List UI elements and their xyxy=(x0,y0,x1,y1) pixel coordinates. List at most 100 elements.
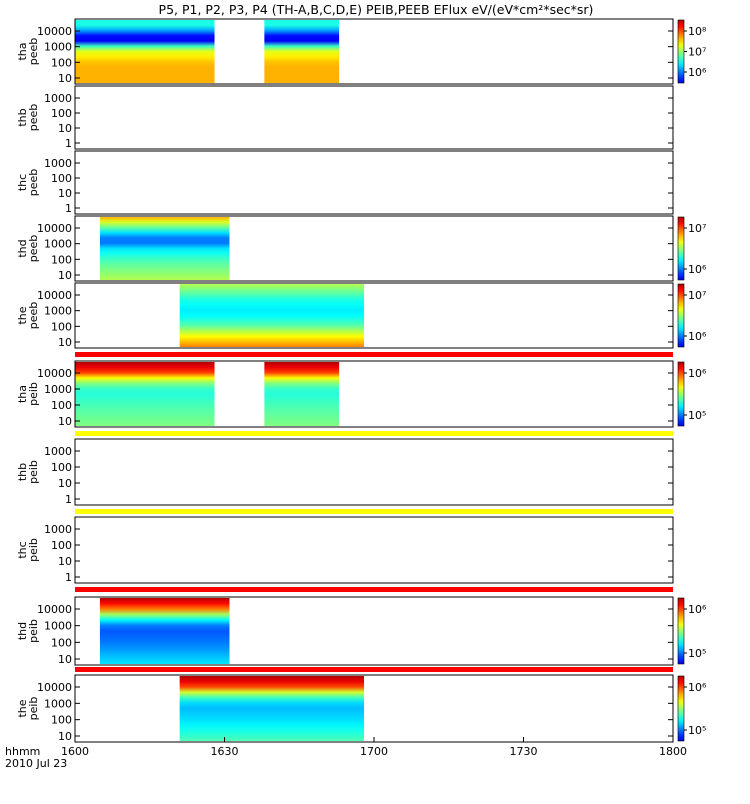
panel-frame xyxy=(74,215,674,282)
x-tick-label: 1800 xyxy=(659,745,687,758)
colorbar xyxy=(677,19,685,84)
panel-probe-label: thc xyxy=(16,174,29,191)
flag-bar xyxy=(75,587,673,592)
colorbar-tick-label: 10⁶ xyxy=(688,66,707,79)
y-tick-label: 10 xyxy=(58,653,72,666)
y-tick-label: 10 xyxy=(58,415,72,428)
flag-bar xyxy=(75,509,673,514)
panel-probe-label: thd xyxy=(16,239,29,257)
y-tick-label: 10000 xyxy=(37,289,72,302)
y-tick-label: 10 xyxy=(58,187,72,200)
x-tick-label: 1630 xyxy=(211,745,239,758)
y-tick-label: 100 xyxy=(51,107,72,120)
colorbar xyxy=(677,597,685,665)
panel-probe-label: the xyxy=(16,306,29,324)
panel-product-label: peib xyxy=(27,697,40,721)
panel-probe-label: thb xyxy=(16,463,29,481)
panel-product-label: peeb xyxy=(27,169,40,197)
panel-product-label: peib xyxy=(27,538,40,562)
y-tick-label: 1000 xyxy=(44,157,72,170)
panel-product-label: peib xyxy=(27,382,40,406)
y-tick-label: 10 xyxy=(58,555,72,568)
y-tick-label: 10 xyxy=(58,477,72,490)
panel-frame xyxy=(74,596,674,666)
spectrogram-block xyxy=(99,217,230,280)
colorbar-tick-label: 10⁶ xyxy=(688,263,707,276)
figure-title: P5, P1, P2, P3, P4 (TH-A,B,C,D,E) PEIB,P… xyxy=(159,2,594,17)
colorbar-tick-label: 10⁶ xyxy=(688,603,707,616)
panel-probe-label: tha xyxy=(16,42,29,60)
panel-frame xyxy=(74,282,674,349)
y-tick-label: 100 xyxy=(51,320,72,333)
colorbar-tick-label: 10⁵ xyxy=(688,647,706,660)
colorbar xyxy=(677,675,685,742)
y-tick-label: 100 xyxy=(51,636,72,649)
panel-probe-label: tha xyxy=(16,385,29,403)
x-tick-label: 1700 xyxy=(360,745,388,758)
panel-product-label: peeb xyxy=(27,104,40,132)
colorbar-tick-label: 10⁷ xyxy=(688,289,706,302)
panel-probe-label: thd xyxy=(16,622,29,640)
time-axis: hhmm 2010 Jul 23 1600 1630 1700 1730 1800 xyxy=(5,737,687,770)
y-tick-label: 10000 xyxy=(37,681,72,694)
y-tick-label: 10 xyxy=(58,122,72,135)
y-tick-label: 1000 xyxy=(44,238,72,251)
panel-probe-label: thc xyxy=(16,541,29,558)
y-tick-label: 10000 xyxy=(37,25,72,38)
y-tick-label: 100 xyxy=(51,461,72,474)
y-tick-label: 1000 xyxy=(44,92,72,105)
y-tick-label: 10 xyxy=(58,336,72,349)
y-tick-label: 10000 xyxy=(37,222,72,235)
date-label: 2010 Jul 23 xyxy=(5,757,67,770)
spectrogram-block xyxy=(264,20,340,83)
y-tick-label: 10 xyxy=(58,269,72,282)
colorbar-tick-label: 10⁸ xyxy=(688,25,707,38)
y-tick-label: 1000 xyxy=(44,305,72,318)
y-tick-label: 10000 xyxy=(37,367,72,380)
panel-frame xyxy=(74,150,674,215)
panel-frame xyxy=(74,85,674,150)
panel-product-label: peib xyxy=(27,460,40,484)
panel-frame xyxy=(74,674,674,743)
y-tick-label: 100 xyxy=(51,253,72,266)
y-tick-label: 1000 xyxy=(44,41,72,54)
y-tick-label: 1000 xyxy=(44,523,72,536)
flag-bar xyxy=(75,667,673,672)
panel-probe-label: the xyxy=(16,699,29,717)
colorbar-tick-label: 10⁵ xyxy=(688,409,706,422)
y-tick-label: 100 xyxy=(51,399,72,412)
panel-probe-label: thb xyxy=(16,108,29,126)
colorbar xyxy=(677,361,685,427)
spectrogram-block xyxy=(264,362,340,426)
y-tick-label: 1 xyxy=(65,571,72,584)
colorbar xyxy=(677,283,685,348)
panel-product-label: peeb xyxy=(27,235,40,263)
y-tick-label: 100 xyxy=(51,714,72,727)
colorbar-tick-label: 10⁶ xyxy=(688,330,707,343)
spectrogram-block xyxy=(179,676,365,741)
y-tick-label: 1 xyxy=(65,137,72,150)
colorbar-tick-label: 10⁷ xyxy=(688,222,706,235)
y-tick-label: 10 xyxy=(58,72,72,85)
y-tick-label: 1000 xyxy=(44,445,72,458)
panel-product-label: peeb xyxy=(27,38,40,66)
colorbar-tick-label: 10⁷ xyxy=(688,46,706,59)
panel-product-label: peib xyxy=(27,619,40,643)
panel-frame xyxy=(74,360,674,428)
spectrogram-block xyxy=(99,598,230,664)
spectrogram-block xyxy=(75,20,215,83)
panels-group: 10100100010000thapeeb10⁶10⁷10⁸1101001000… xyxy=(16,18,707,743)
y-tick-label: 1 xyxy=(65,493,72,506)
colorbar-tick-label: 10⁶ xyxy=(688,681,707,694)
